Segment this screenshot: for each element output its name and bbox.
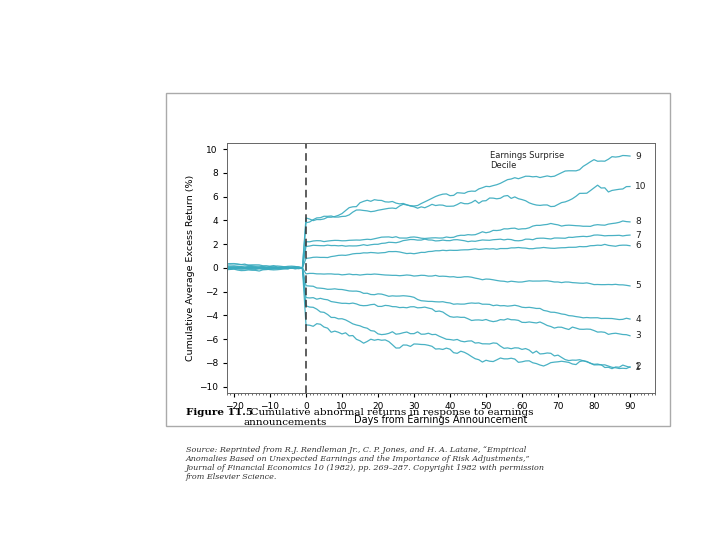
Text: 5: 5 (635, 281, 641, 291)
Text: 2: 2 (635, 362, 641, 372)
Text: 9: 9 (635, 152, 641, 160)
Text: 3: 3 (635, 331, 641, 340)
Text: Figure 11.5 Cumulative Abnormal Returns: Figure 11.5 Cumulative Abnormal Returns (18, 14, 484, 36)
Text: 7: 7 (635, 231, 641, 240)
Text: in Response to Earnings Announcements: in Response to Earnings Announcements (18, 57, 467, 79)
Text: 1: 1 (635, 363, 641, 372)
Text: 4: 4 (635, 314, 641, 323)
X-axis label: Days from Earnings Announcement: Days from Earnings Announcement (354, 415, 528, 425)
Text: 10: 10 (635, 182, 647, 191)
Y-axis label: Cumulative Average Excess Return (%): Cumulative Average Excess Return (%) (186, 175, 194, 361)
Text: Earnings Surprise
Decile: Earnings Surprise Decile (490, 151, 564, 170)
Text: BODIE, KANE, MARCUS: BODIE, KANE, MARCUS (601, 517, 720, 528)
Text: 11-22: 11-22 (14, 516, 53, 529)
Text: INVESTMENTS: INVESTMENTS (490, 514, 633, 531)
Text: 8: 8 (635, 218, 641, 226)
Text: 6: 6 (635, 241, 641, 250)
Text: Source: Reprinted from R.J. Rendleman Jr., C. P. Jones, and H. A. Latane, “Empir: Source: Reprinted from R.J. Rendleman Jr… (186, 446, 545, 481)
Text: Cumulative abnormal returns in response to earnings
announcements: Cumulative abnormal returns in response … (243, 408, 534, 427)
Text: |: | (587, 514, 593, 531)
FancyBboxPatch shape (166, 93, 670, 426)
Text: Figure 11.5: Figure 11.5 (186, 408, 253, 417)
